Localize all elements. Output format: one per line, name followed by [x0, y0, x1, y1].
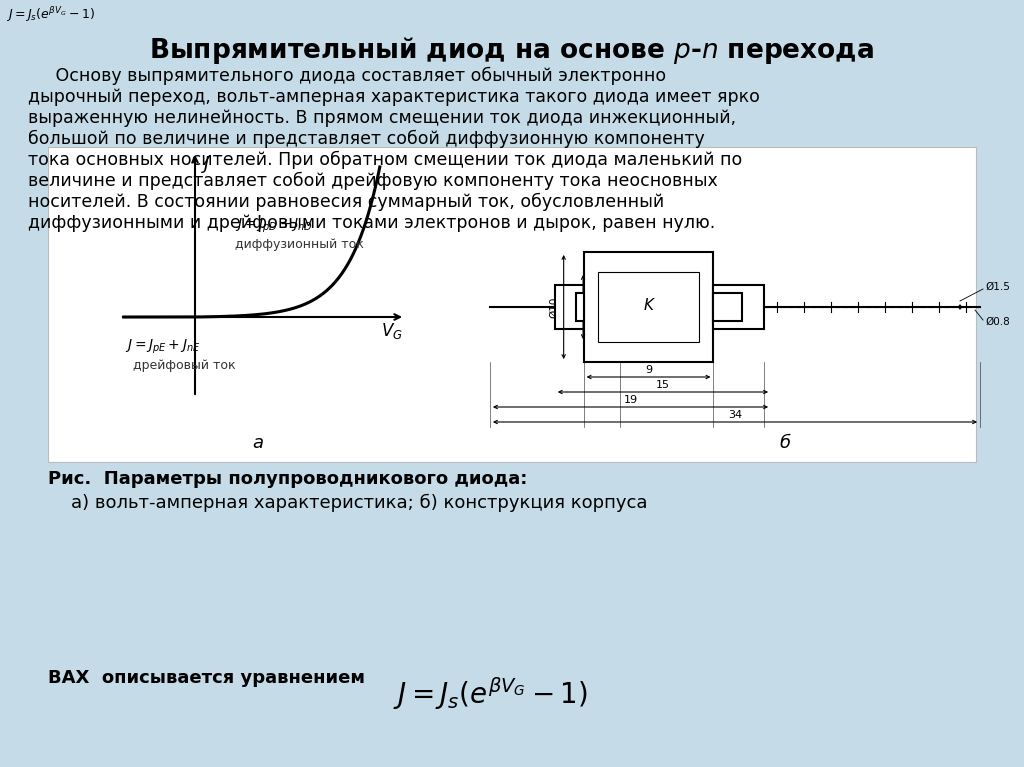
Text: б: б — [779, 434, 791, 452]
Text: дырочный переход, вольт-амперная характеристика такого диода имеет ярко: дырочный переход, вольт-амперная характе… — [28, 88, 760, 106]
Text: Ø0.8: Ø0.8 — [985, 317, 1010, 327]
Text: $J = J_s(e^{\beta V_G} - 1)$: $J = J_s(e^{\beta V_G} - 1)$ — [6, 5, 95, 24]
Text: Ø1.5: Ø1.5 — [985, 282, 1010, 292]
Text: Основу выпрямительного диода составляет обычный электронно: Основу выпрямительного диода составляет … — [28, 67, 667, 85]
Text: диффузионный ток: диффузионный ток — [234, 238, 364, 251]
Text: носителей. В состоянии равновесия суммарный ток, обусловленный: носителей. В состоянии равновесия суммар… — [28, 193, 665, 211]
Text: $J = J_{pD} + J_{nD}$: $J = J_{pD} + J_{nD}$ — [234, 217, 313, 235]
Text: выраженную нелинейность. В прямом смещении ток диода инжекционный,: выраженную нелинейность. В прямом смещен… — [28, 109, 736, 127]
Bar — [598, 272, 699, 342]
Text: K: K — [643, 298, 653, 312]
Bar — [714, 285, 764, 329]
Text: 15: 15 — [656, 380, 670, 390]
Text: ВАХ  описывается уравнением: ВАХ описывается уравнением — [48, 669, 365, 687]
Text: $V_G$: $V_G$ — [381, 321, 403, 341]
Text: Выпрямительный диод на основе $p$-$n$ перехода: Выпрямительный диод на основе $p$-$n$ пе… — [150, 35, 874, 66]
Text: Ø10: Ø10 — [550, 296, 560, 318]
Text: $J$: $J$ — [201, 154, 211, 175]
Text: большой по величине и представляет собой диффузионную компоненту: большой по величине и представляет собой… — [28, 130, 705, 148]
Text: дрейфовый ток: дрейфовый ток — [133, 358, 236, 371]
Text: диффузионными и дрейфовыми токами электронов и дырок, равен нулю.: диффузионными и дрейфовыми токами электр… — [28, 214, 715, 232]
Bar — [584, 252, 714, 362]
Text: $J = J_{pE} + J_{nE}$: $J = J_{pE} + J_{nE}$ — [125, 337, 201, 356]
Text: тока основных носителей. При обратном смещении ток диода маленький по: тока основных носителей. При обратном см… — [28, 151, 742, 170]
Bar — [555, 285, 584, 329]
Bar — [714, 293, 742, 321]
Text: 19: 19 — [624, 395, 638, 405]
Text: 9: 9 — [645, 365, 652, 375]
Bar — [577, 293, 584, 321]
Text: $J = J_s(e^{\beta V_G} - 1)$: $J = J_s(e^{\beta V_G} - 1)$ — [392, 676, 588, 712]
Text: Ø7: Ø7 — [569, 300, 580, 314]
Text: а) вольт-амперная характеристика; б) конструкция корпуса: а) вольт-амперная характеристика; б) кон… — [48, 494, 647, 512]
Text: величине и представляет собой дрейфовую компоненту тока неосновных: величине и представляет собой дрейфовую … — [28, 172, 718, 190]
Text: а: а — [253, 434, 263, 452]
Text: Рис.  Параметры полупроводникового диода:: Рис. Параметры полупроводникового диода: — [48, 470, 527, 488]
Text: 34: 34 — [728, 410, 742, 420]
Bar — [48, 147, 976, 462]
